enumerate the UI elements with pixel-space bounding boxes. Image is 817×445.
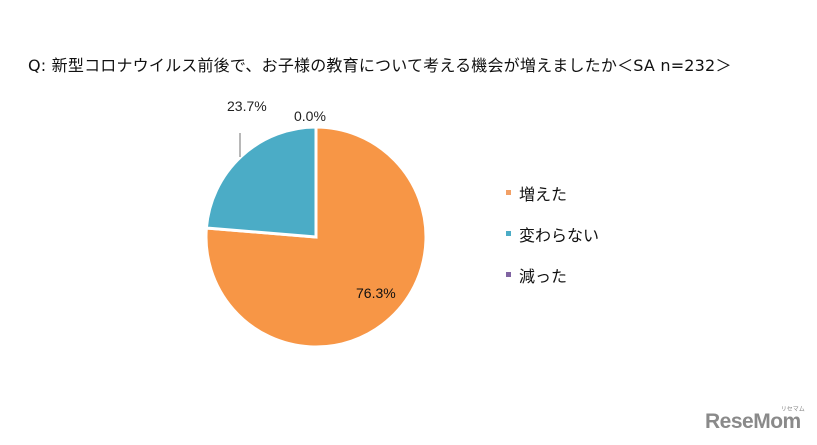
logo-text: ReseMom <box>705 410 801 433</box>
legend-label: 増えた <box>519 184 568 204</box>
legend-item-decreased: 減った <box>506 254 599 295</box>
legend: 増えた 変わらない 減った <box>506 172 599 295</box>
label-increased: 76.3% <box>356 285 396 301</box>
legend-label: 変わらない <box>519 225 600 245</box>
logo-subtext: リセマム <box>780 407 805 413</box>
legend-marker-icon <box>506 190 511 195</box>
legend-item-unchanged: 変わらない <box>506 213 599 254</box>
legend-marker-icon <box>506 231 511 236</box>
chart-title: Q: 新型コロナウイルス前後で、お子様の教育について考える機会が増えましたか＜S… <box>28 56 732 75</box>
pie-slices <box>204 125 428 349</box>
label-decreased: 0.0% <box>294 108 326 124</box>
legend-item-increased: 増えた <box>506 172 599 213</box>
legend-label: 減った <box>519 266 568 286</box>
pie-slice-1 <box>204 125 318 239</box>
resemom-logo: ReseMom リセマム <box>705 407 805 434</box>
label-unchanged: 23.7% <box>227 98 267 114</box>
legend-marker-icon <box>506 272 511 277</box>
